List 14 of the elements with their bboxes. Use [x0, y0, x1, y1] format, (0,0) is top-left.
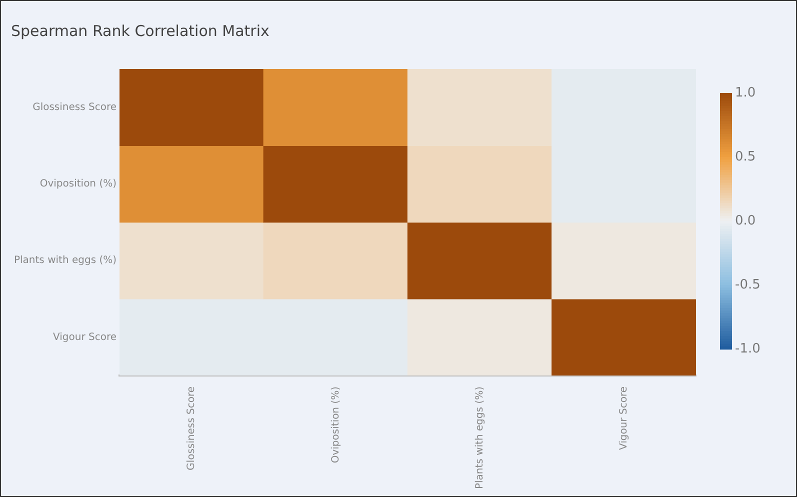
color-bar-label: 1.0: [735, 85, 756, 100]
color-bar-label: -1.0: [735, 341, 760, 356]
color-bar-label: -0.5: [735, 277, 760, 292]
y-tick-label: Oviposition (%): [40, 178, 117, 190]
x-tick-label: Vigour Score: [618, 386, 630, 450]
x-tick-label: Glossiness Score: [186, 386, 198, 470]
y-tick-label: Plants with eggs (%): [14, 255, 117, 266]
y-tick-label: Glossiness Score: [32, 102, 117, 113]
x-tick-label: Plants with eggs (%): [474, 386, 486, 490]
color-bar-label: 0.0: [735, 213, 756, 228]
chart-title: Spearman Rank Correlation Matrix: [11, 22, 270, 40]
x-tick-label: Oviposition (%): [330, 386, 342, 464]
color-bar-label: 0.5: [735, 149, 756, 164]
y-tick-label: Vigour Score: [53, 332, 117, 343]
